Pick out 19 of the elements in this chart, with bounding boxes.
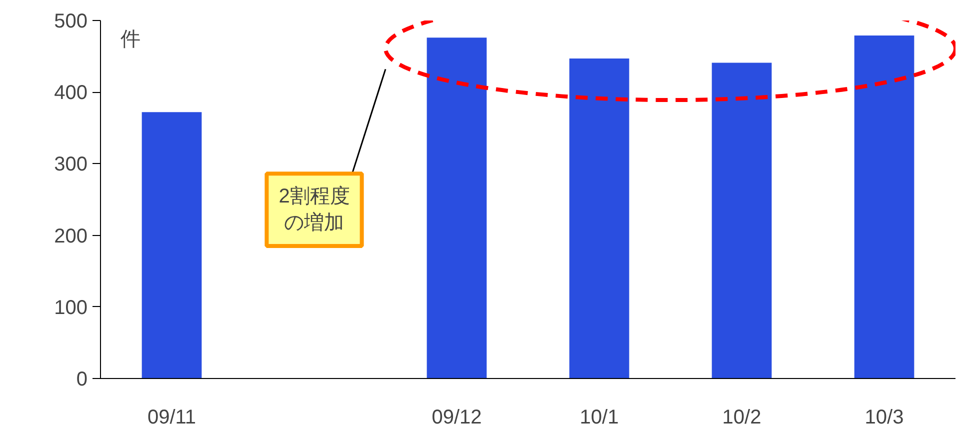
y-tick-label: 400: [54, 82, 88, 104]
annotation: の増加: [284, 211, 344, 234]
x-tick-label: 09/11: [147, 406, 196, 428]
y-tick-label: 300: [54, 154, 88, 176]
bar: [854, 36, 914, 378]
y-tick-label: 500: [54, 10, 88, 32]
bar: [426, 38, 487, 378]
y-tick-label: 100: [54, 296, 88, 319]
y-tick-label: 200: [54, 225, 88, 248]
x-tick-label: 10/2: [722, 406, 762, 428]
x-tick-label: 10/3: [864, 406, 904, 428]
annotation: 2割程度: [278, 186, 350, 208]
bar: [712, 62, 772, 378]
y-axis-title: 件: [120, 28, 140, 50]
bar: [569, 58, 630, 378]
y-tick-label: 0: [76, 368, 88, 390]
x-tick-label: 10/1: [580, 406, 619, 428]
bar: [142, 112, 202, 378]
x-tick-label: 09/12: [432, 406, 482, 428]
